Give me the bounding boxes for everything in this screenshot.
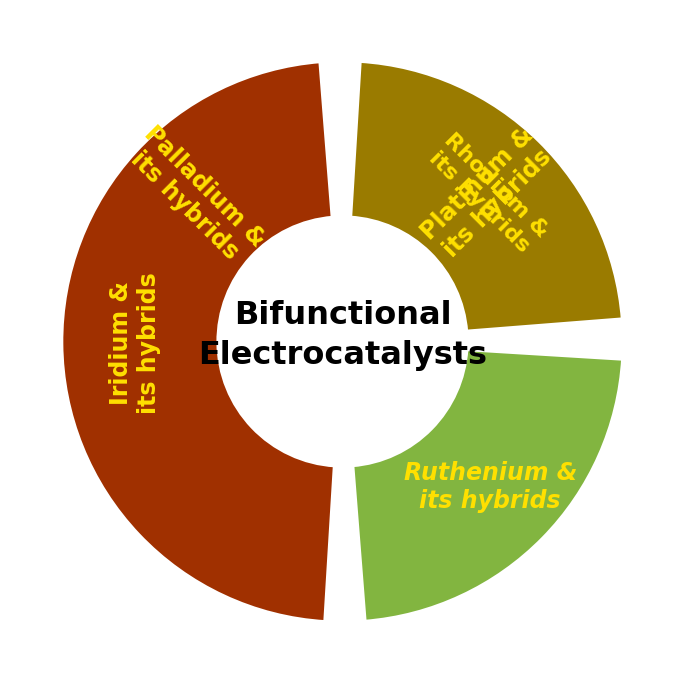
Wedge shape [352,349,623,622]
Text: Palladium &
its hybrids: Palladium & its hybrids [120,122,270,271]
Text: Ruthenium &
its hybrids: Ruthenium & its hybrids [403,461,577,513]
Circle shape [219,217,466,466]
Wedge shape [350,61,623,332]
Text: Bifunctional
Electrocatalysts: Bifunctional Electrocatalysts [198,300,487,372]
Wedge shape [350,61,623,332]
Wedge shape [62,61,333,334]
Text: Rhodium &
its hybrids: Rhodium & its hybrids [423,130,552,258]
Wedge shape [61,61,335,622]
Text: Iridium &
its hybrids: Iridium & its hybrids [110,273,161,414]
Text: Platinum &
its hybrids: Platinum & its hybrids [417,123,558,264]
